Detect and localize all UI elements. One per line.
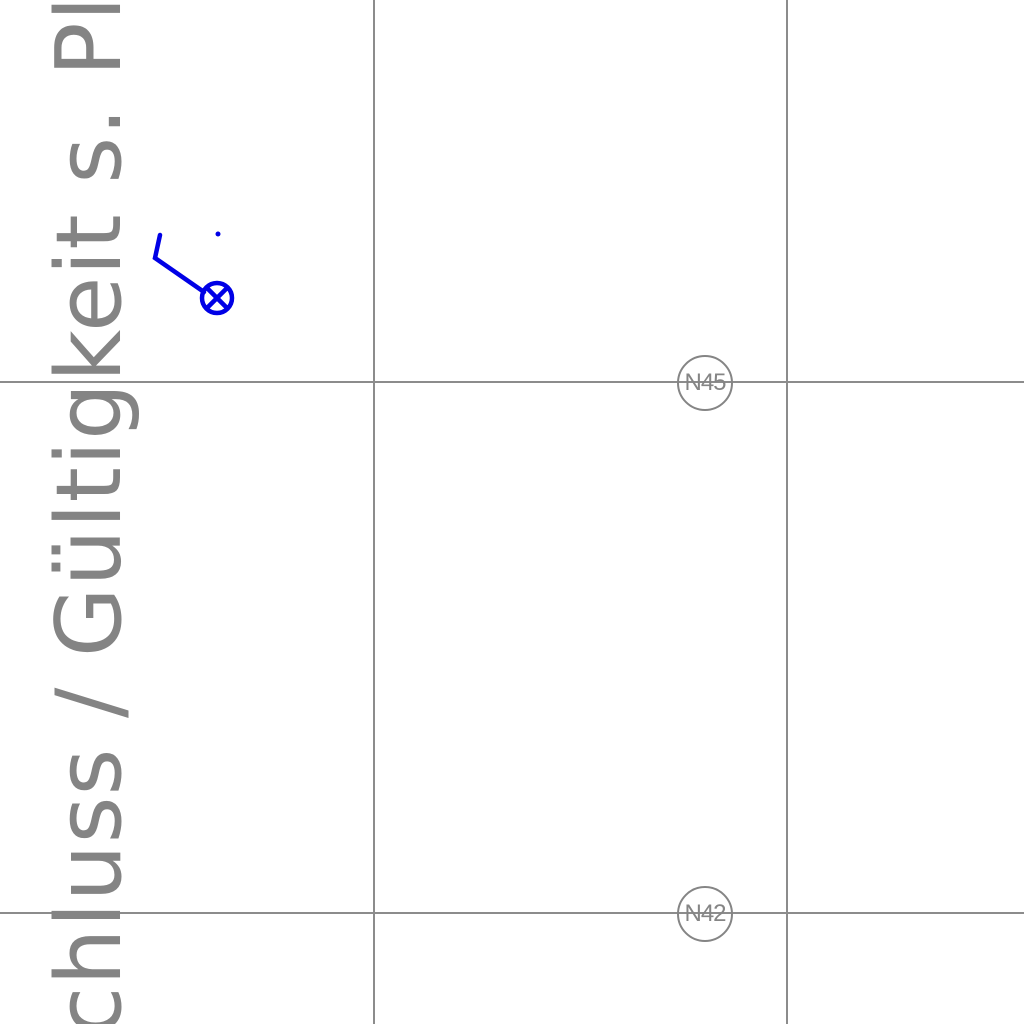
vertical-annotation-wrapper: chluss / Gültigkeit s. Plannu bbox=[37, 0, 142, 1024]
valve-symbol-icon[interactable] bbox=[140, 220, 250, 330]
grid-line-horizontal bbox=[0, 381, 1024, 383]
vertical-annotation-text: chluss / Gültigkeit s. Plannu bbox=[37, 0, 142, 1024]
grid-line-vertical bbox=[373, 0, 375, 1024]
node-marker-label: N45 bbox=[684, 369, 726, 396]
node-marker[interactable]: N45 bbox=[677, 355, 733, 411]
node-marker-label: N42 bbox=[684, 900, 726, 927]
grid-line-vertical bbox=[786, 0, 788, 1024]
grid-line-horizontal bbox=[0, 912, 1024, 914]
node-marker[interactable]: N42 bbox=[677, 886, 733, 942]
